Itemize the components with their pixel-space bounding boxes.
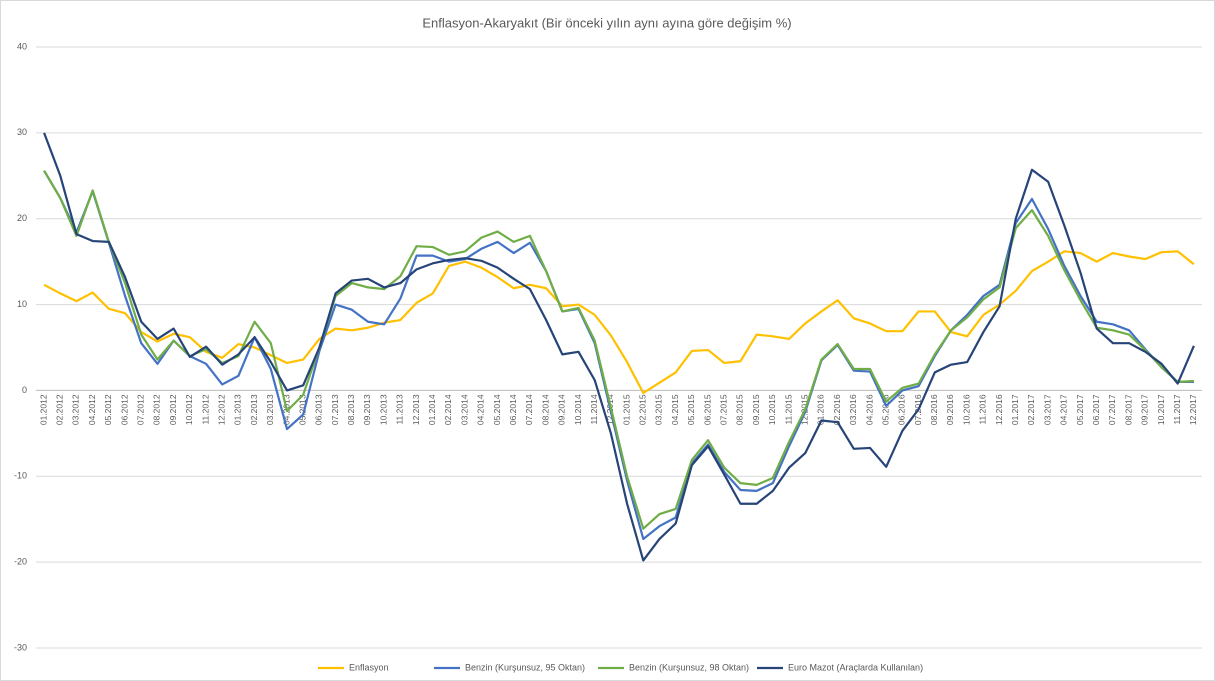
x-tick-label: 06.2016 — [897, 394, 907, 425]
x-tick-label: 02.2013 — [249, 394, 259, 425]
y-tick-label: -30 — [14, 642, 27, 652]
x-tick-label: 07.2014 — [524, 394, 534, 425]
x-tick-label: 08.2013 — [346, 394, 356, 425]
x-tick-label: 04.2014 — [476, 394, 486, 425]
x-tick-label: 08.2014 — [540, 394, 550, 425]
x-tick-label: 02.2012 — [55, 394, 65, 425]
y-tick-label: -20 — [14, 557, 27, 567]
x-tick-label: 01.2017 — [1010, 394, 1020, 425]
legend-label: Benzin (Kurşunsuz, 98 Oktan) — [629, 662, 749, 672]
x-tick-label: 11.2012 — [200, 394, 210, 424]
x-tick-label: 05.2017 — [1075, 394, 1085, 425]
x-tick-label: 07.2015 — [719, 394, 729, 425]
x-tick-label: 08.2012 — [152, 394, 162, 425]
legend-label: Enflasyon — [349, 662, 389, 672]
x-tick-label: 06.2012 — [119, 394, 129, 425]
x-tick-label: 10.2014 — [573, 394, 583, 425]
x-tick-label: 08.2015 — [735, 394, 745, 425]
x-tick-label: 12.2017 — [1188, 394, 1198, 425]
x-tick-label: 04.2016 — [864, 394, 874, 425]
x-tick-label: 03.2013 — [265, 394, 275, 425]
series-line — [43, 250, 1195, 395]
x-tick-label: 06.2017 — [1091, 394, 1101, 425]
x-tick-label: 03.2012 — [71, 394, 81, 425]
x-tick-label: 09.2017 — [1140, 394, 1150, 425]
x-tick-label: 02.2015 — [638, 394, 648, 425]
x-tick-label: 03.2016 — [848, 394, 858, 425]
x-tick-label: 10.2017 — [1156, 394, 1166, 425]
y-tick-label: 20 — [17, 213, 27, 223]
series-line — [43, 132, 1195, 562]
x-tick-label: 10.2016 — [961, 394, 971, 425]
x-tick-label: 02.2016 — [832, 394, 842, 425]
y-tick-label: 40 — [17, 41, 27, 51]
x-tick-label: 11.2014 — [589, 394, 599, 424]
x-tick-label: 06.2014 — [508, 394, 518, 425]
x-tick-label: 11.2015 — [783, 394, 793, 424]
x-tick-label: 07.2013 — [330, 394, 340, 425]
y-tick-label: 30 — [17, 127, 27, 137]
x-tick-label: 01.2012 — [38, 394, 48, 425]
x-tick-label: 03.2014 — [459, 394, 469, 425]
chart-title: Enflasyon-Akaryakıt (Bir önceki yılın ay… — [422, 15, 791, 30]
legend-label: Benzin (Kurşunsuz, 95 Oktan) — [465, 662, 585, 672]
x-tick-label: 03.2015 — [654, 394, 664, 425]
x-tick-label: 05.2013 — [297, 394, 307, 425]
x-tick-label: 12.2016 — [994, 394, 1004, 425]
x-tick-label: 03.2017 — [1042, 394, 1052, 425]
x-tick-label: 09.2012 — [168, 394, 178, 425]
x-tick-label: 05.2016 — [880, 394, 890, 425]
x-tick-label: 06.2013 — [314, 394, 324, 425]
x-tick-label: 04.2015 — [670, 394, 680, 425]
x-tick-label: 07.2017 — [1107, 394, 1117, 425]
x-tick-label: 12.2012 — [216, 394, 226, 425]
x-tick-label: 04.2017 — [1059, 394, 1069, 425]
x-tick-label: 09.2015 — [751, 394, 761, 425]
x-tick-label: 09.2013 — [362, 394, 372, 425]
x-tick-label: 04.2012 — [87, 394, 97, 425]
x-tick-label: 11.2013 — [395, 394, 405, 424]
x-tick-label: 09.2016 — [945, 394, 955, 425]
x-tick-label: 11.2016 — [978, 394, 988, 424]
x-tick-label: 01.2015 — [621, 394, 631, 425]
x-tick-label: 10.2013 — [378, 394, 388, 425]
x-tick-label: 07.2012 — [136, 394, 146, 425]
x-tick-label: 06.2015 — [702, 394, 712, 425]
x-tick-label: 01.2016 — [816, 394, 826, 425]
y-tick-label: 10 — [17, 299, 27, 309]
x-tick-label: 01.2013 — [233, 394, 243, 425]
legend-label: Euro Mazot (Araçlarda Kullanılan) — [788, 662, 923, 672]
x-tick-label: 12.2013 — [411, 394, 421, 425]
x-tick-label: 05.2015 — [686, 394, 696, 425]
x-tick-label: 09.2014 — [557, 394, 567, 425]
x-tick-label: 01.2014 — [427, 394, 437, 425]
x-tick-label: 02.2014 — [443, 394, 453, 425]
y-tick-label: -10 — [14, 471, 27, 481]
x-tick-label: 08.2017 — [1123, 394, 1133, 425]
x-tick-label: 05.2012 — [103, 394, 113, 425]
x-tick-label: 10.2012 — [184, 394, 194, 425]
y-tick-label: 0 — [22, 385, 27, 395]
x-tick-label: 08.2016 — [929, 394, 939, 425]
x-tick-label: 05.2014 — [492, 394, 502, 425]
x-tick-label: 11.2017 — [1172, 394, 1182, 424]
x-tick-label: 02.2017 — [1026, 394, 1036, 425]
x-tick-label: 10.2015 — [767, 394, 777, 425]
